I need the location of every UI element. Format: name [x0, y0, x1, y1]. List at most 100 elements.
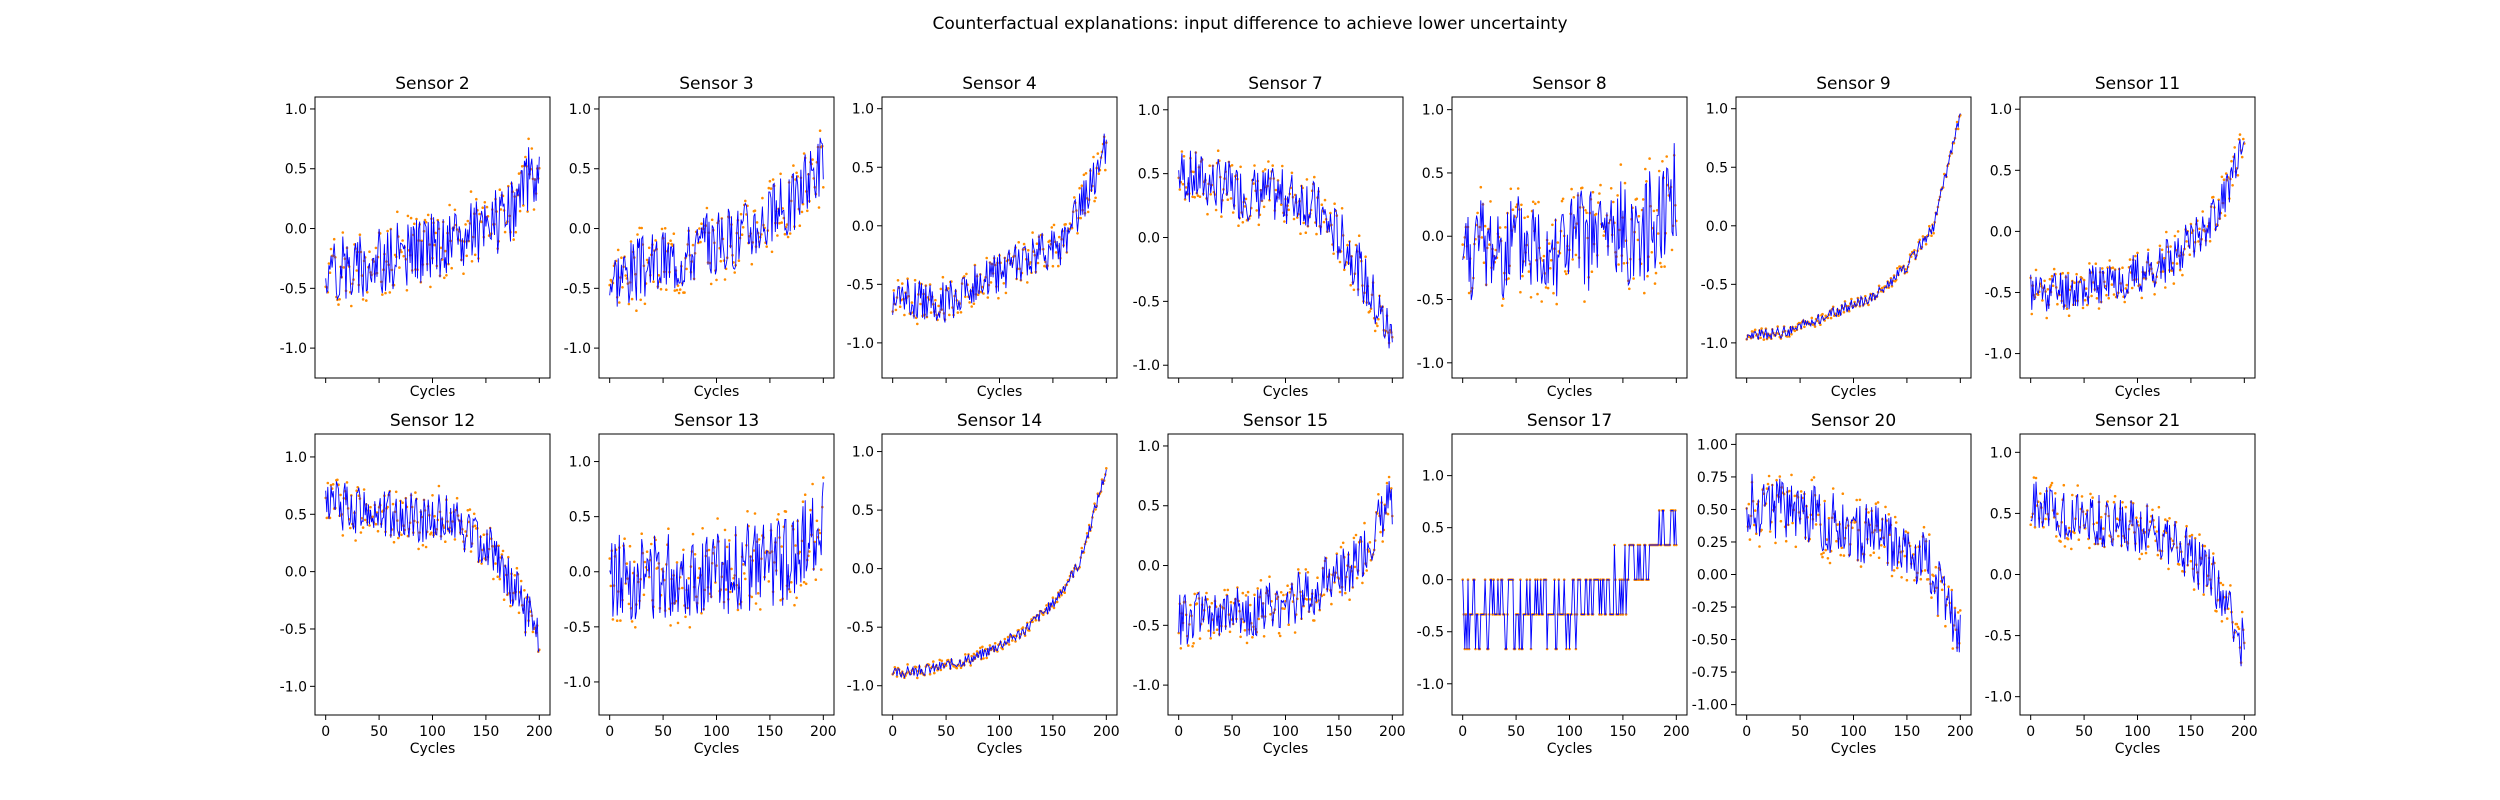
data-point — [420, 239, 424, 243]
data-point — [374, 522, 378, 526]
data-point — [1867, 303, 1870, 307]
data-point — [448, 203, 451, 207]
data-point — [625, 562, 629, 565]
data-point — [1858, 498, 1862, 502]
data-point — [2236, 625, 2240, 629]
data-point — [2215, 610, 2218, 613]
data-point — [763, 226, 766, 230]
data-point — [2188, 253, 2192, 256]
data-point — [1851, 526, 1854, 530]
data-point — [339, 493, 342, 497]
data-point — [515, 566, 519, 570]
data-point — [2157, 505, 2161, 509]
data-point — [750, 595, 754, 599]
subplot-title: Sensor 21 — [2095, 411, 2180, 431]
data-point — [1913, 249, 1916, 252]
data-point — [1277, 631, 1281, 635]
data-point — [1229, 197, 1233, 200]
data-point — [756, 592, 760, 595]
data-point — [687, 577, 690, 580]
data-point — [1335, 552, 1339, 555]
data-point — [700, 222, 703, 225]
data-point — [2039, 492, 2042, 495]
data-point — [2177, 563, 2181, 566]
data-point — [366, 291, 369, 294]
data-point — [464, 530, 467, 533]
data-point — [2080, 495, 2084, 498]
data-point — [818, 129, 822, 132]
data-point — [2236, 174, 2240, 177]
y-tick-label: -0.5 — [1417, 625, 1444, 641]
data-point — [806, 209, 809, 213]
data-point — [1635, 197, 1639, 201]
data-point — [813, 540, 817, 544]
data-point — [434, 231, 438, 235]
data-point — [2235, 622, 2239, 626]
subplot-sensor-11: Sensor 11 -1.0 -0.5 0.0 0.5 1.0 Cycles — [1985, 74, 2256, 400]
data-point — [799, 584, 803, 587]
data-point — [480, 562, 483, 565]
data-point — [329, 483, 333, 487]
data-point — [800, 210, 804, 214]
data-point — [1928, 224, 1931, 228]
y-tick-label: 0.5 — [569, 162, 591, 178]
data-point — [642, 593, 646, 597]
data-point — [414, 491, 417, 494]
data-point — [1368, 541, 1372, 544]
data-point — [1790, 332, 1793, 336]
data-point — [2212, 552, 2215, 555]
data-point — [1540, 300, 1543, 303]
data-point — [1057, 264, 1060, 268]
data-point — [1888, 533, 1892, 536]
data-point — [1304, 568, 1308, 571]
data-point — [1612, 200, 1615, 204]
data-point — [1480, 236, 1484, 239]
data-point — [1178, 188, 1182, 191]
data-point — [1516, 187, 1520, 190]
data-point — [1609, 187, 1613, 190]
y-tick-label: -1.0 — [1985, 347, 2012, 363]
data-point — [647, 575, 651, 579]
data-point — [2176, 230, 2180, 233]
data-point — [2076, 484, 2079, 487]
data-point — [1869, 554, 1872, 557]
y-tick-label: 1.0 — [569, 102, 591, 118]
subplot-sensor-2: Sensor 2 -1.0 -0.5 0.0 0.5 1.0 Cycles — [280, 74, 551, 400]
data-point — [513, 574, 517, 577]
subplot-title: Sensor 14 — [957, 411, 1042, 431]
x-tick-label: 100 — [1840, 724, 1867, 740]
data-point — [2106, 500, 2109, 503]
data-point — [1305, 598, 1309, 601]
data-point — [705, 206, 709, 210]
data-point — [1488, 243, 1491, 246]
data-point — [688, 626, 692, 629]
data-point — [986, 296, 990, 299]
x-axis-label: Cycles — [410, 384, 456, 400]
data-point — [485, 205, 489, 209]
data-point — [1767, 335, 1771, 339]
data-point — [776, 518, 779, 521]
data-point — [1002, 282, 1006, 285]
data-point — [1467, 291, 1471, 295]
data-point — [1547, 242, 1551, 245]
data-point — [1487, 227, 1490, 231]
data-point — [1883, 545, 1886, 549]
data-point — [1556, 241, 1560, 244]
data-point — [2084, 287, 2088, 290]
data-point — [2061, 271, 2064, 275]
data-point — [619, 619, 622, 622]
x-tick-label: 0 — [1742, 724, 1751, 740]
data-point — [640, 532, 643, 535]
data-point — [621, 286, 624, 289]
data-point — [2146, 545, 2150, 548]
data-point — [639, 298, 642, 302]
data-point — [1283, 220, 1286, 223]
data-point — [349, 526, 352, 530]
data-point — [1542, 254, 1546, 258]
y-tick-label: 1.0 — [1422, 103, 1444, 119]
data-point — [331, 483, 335, 486]
data-point — [1956, 127, 1960, 131]
data-point — [628, 544, 632, 548]
data-point — [2193, 537, 2197, 540]
data-point — [611, 618, 615, 621]
